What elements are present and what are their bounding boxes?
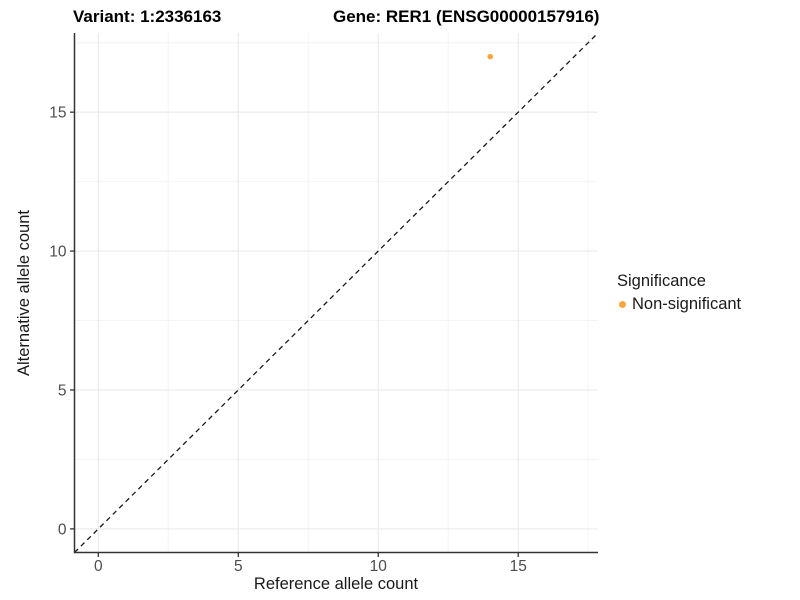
x-tick-label: 10 — [370, 558, 388, 575]
x-tick-label: 15 — [510, 558, 527, 575]
x-axis-title: Reference allele count — [253, 575, 419, 593]
legend-title: Significance — [617, 272, 706, 290]
y-axis-title: Alternative allele count — [14, 209, 33, 376]
identity-line — [74, 32, 599, 553]
y-axis-title-wrap: Alternative allele count — [12, 33, 36, 553]
y-tick-label: 5 — [58, 382, 67, 399]
x-tick-label: 0 — [94, 558, 103, 575]
plot-title-variant: Variant: 1:2336163 — [73, 7, 222, 26]
legend-entry: Non-significant — [615, 295, 741, 314]
legend-key-dot-icon — [619, 301, 626, 308]
data-point — [487, 53, 494, 60]
legend: Significance Non-significant — [615, 272, 741, 314]
y-tick-label: 0 — [58, 521, 67, 538]
plot-title-gene: Gene: RER1 (ENSG00000157916) — [333, 7, 600, 26]
x-tick-label: 5 — [234, 558, 243, 575]
y-tick-label: 15 — [49, 105, 66, 122]
legend-entries: Non-significant — [615, 295, 741, 314]
legend-entry-label: Non-significant — [632, 295, 742, 313]
y-tick-label: 10 — [49, 244, 67, 261]
